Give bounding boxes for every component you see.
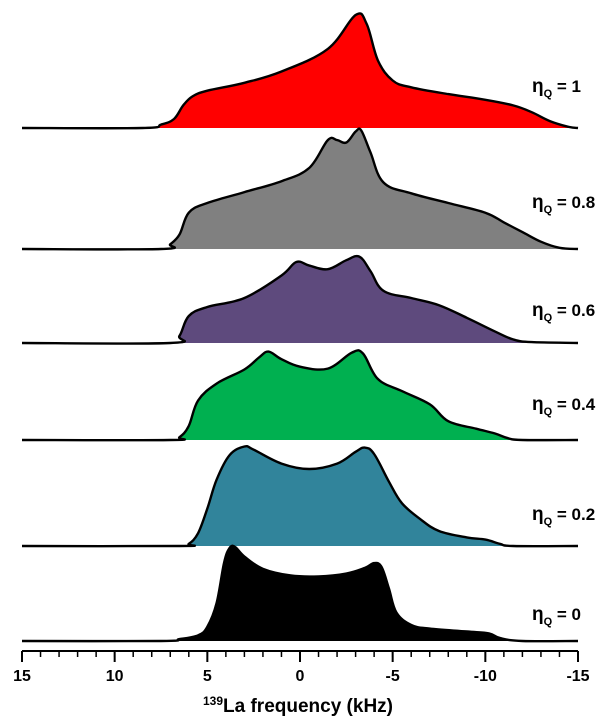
eta-subscript: Q [544,88,553,100]
eta-value: = 0.6 [552,301,595,320]
x-tick-label: 15 [13,668,31,685]
spectrum-fill-eta-0-4 [22,350,578,441]
eta-label: ηQ = 0.6 [532,300,595,324]
x-tick-label: -5 [386,668,400,685]
eta-subscript: Q [544,312,553,324]
x-tick-label: 5 [203,668,212,685]
x-axis: 15 10 5 0 -5 -10 -15 [13,650,590,685]
spectrum-line-eta-0-2 [21,444,579,548]
x-tick-label: 0 [296,668,305,685]
eta-value: = 1 [552,77,581,96]
eta-symbol: η [532,504,544,525]
eta-symbol: η [532,76,544,97]
spectrum-fill-eta-0-2 [22,446,578,547]
eta-subscript: Q [544,406,553,418]
eta-label: ηQ = 1 [532,76,581,100]
x-tick-label: -10 [474,668,497,685]
eta-symbol: η [532,300,544,321]
spectrum-line-eta-1 [21,12,579,130]
spectrum-line-eta-0-4 [21,349,579,442]
x-tick-label: -15 [566,668,589,685]
spectrum-line-eta-0-6 [21,254,579,345]
spectrum-fill-eta-0 [22,545,578,642]
spectrum-line-eta-0-8 [21,127,579,251]
spectra-group [21,12,579,643]
eta-symbol: η [532,192,544,213]
eta-subscript: Q [544,516,553,528]
eta-value: = 0.8 [552,193,595,212]
spectrum-fill-eta-0-6 [22,256,578,344]
eta-value: = 0.4 [552,395,596,414]
spectrum-fill-eta-1 [22,13,578,129]
spectrum-line-eta-0 [21,544,579,643]
eta-subscript: Q [544,204,553,216]
x-axis-title: 139La frequency (kHz) [203,694,393,717]
eta-value: = 0 [552,605,581,624]
eta-value: = 0.2 [552,505,595,524]
eta-label: ηQ = 0.8 [532,192,595,216]
eta-label: ηQ = 0.4 [532,394,596,418]
eta-symbol: η [532,394,544,415]
eta-labels: ηQ = 1ηQ = 0.8ηQ = 0.6ηQ = 0.4ηQ = 0.2ηQ… [532,76,596,628]
eta-subscript: Q [544,616,553,628]
eta-label: ηQ = 0 [532,604,581,628]
eta-symbol: η [532,604,544,625]
x-tick-label: 10 [106,668,124,685]
x-axis-title-main: La frequency (kHz) [223,696,393,717]
eta-label: ηQ = 0.2 [532,504,595,528]
spectrum-fill-eta-0-8 [22,128,578,250]
x-axis-title-superscript: 139 [203,694,223,708]
